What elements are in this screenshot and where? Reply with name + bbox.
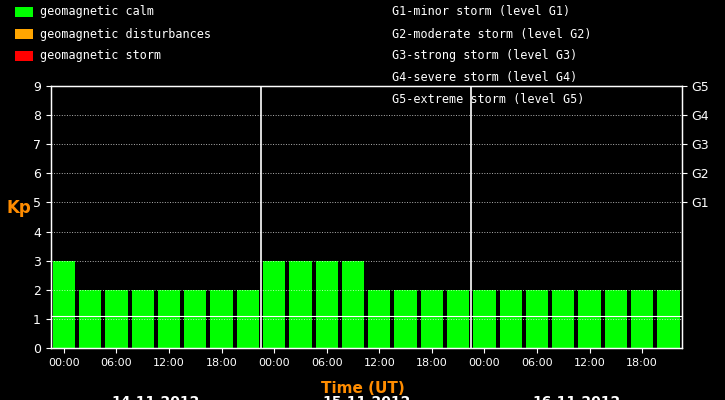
Text: 16.11.2012: 16.11.2012 bbox=[532, 395, 621, 400]
Text: geomagnetic storm: geomagnetic storm bbox=[40, 50, 161, 62]
Bar bbox=[131, 290, 154, 348]
Bar bbox=[263, 261, 286, 348]
Bar bbox=[368, 290, 391, 348]
Bar bbox=[500, 290, 522, 348]
Bar bbox=[579, 290, 601, 348]
Text: geomagnetic disturbances: geomagnetic disturbances bbox=[40, 28, 211, 40]
Bar bbox=[447, 290, 469, 348]
Bar bbox=[657, 290, 679, 348]
Text: 15.11.2012: 15.11.2012 bbox=[322, 395, 410, 400]
Bar bbox=[526, 290, 548, 348]
Bar bbox=[105, 290, 128, 348]
Bar bbox=[184, 290, 207, 348]
Bar bbox=[552, 290, 574, 348]
Y-axis label: Kp: Kp bbox=[7, 199, 31, 217]
Text: Time (UT): Time (UT) bbox=[320, 381, 405, 396]
Text: 14.11.2012: 14.11.2012 bbox=[112, 395, 200, 400]
Text: G2-moderate storm (level G2): G2-moderate storm (level G2) bbox=[392, 28, 591, 40]
Bar bbox=[420, 290, 443, 348]
Bar bbox=[210, 290, 233, 348]
Bar bbox=[631, 290, 653, 348]
Bar bbox=[289, 261, 312, 348]
Bar bbox=[53, 261, 75, 348]
Bar bbox=[473, 290, 496, 348]
Bar bbox=[341, 261, 364, 348]
Text: geomagnetic calm: geomagnetic calm bbox=[40, 6, 154, 18]
Bar bbox=[79, 290, 102, 348]
Bar bbox=[236, 290, 259, 348]
Bar bbox=[394, 290, 417, 348]
Bar bbox=[158, 290, 181, 348]
Text: G5-extreme storm (level G5): G5-extreme storm (level G5) bbox=[392, 94, 584, 106]
Text: G4-severe storm (level G4): G4-severe storm (level G4) bbox=[392, 72, 577, 84]
Bar bbox=[315, 261, 338, 348]
Text: G3-strong storm (level G3): G3-strong storm (level G3) bbox=[392, 50, 577, 62]
Bar bbox=[605, 290, 627, 348]
Text: G1-minor storm (level G1): G1-minor storm (level G1) bbox=[392, 6, 570, 18]
